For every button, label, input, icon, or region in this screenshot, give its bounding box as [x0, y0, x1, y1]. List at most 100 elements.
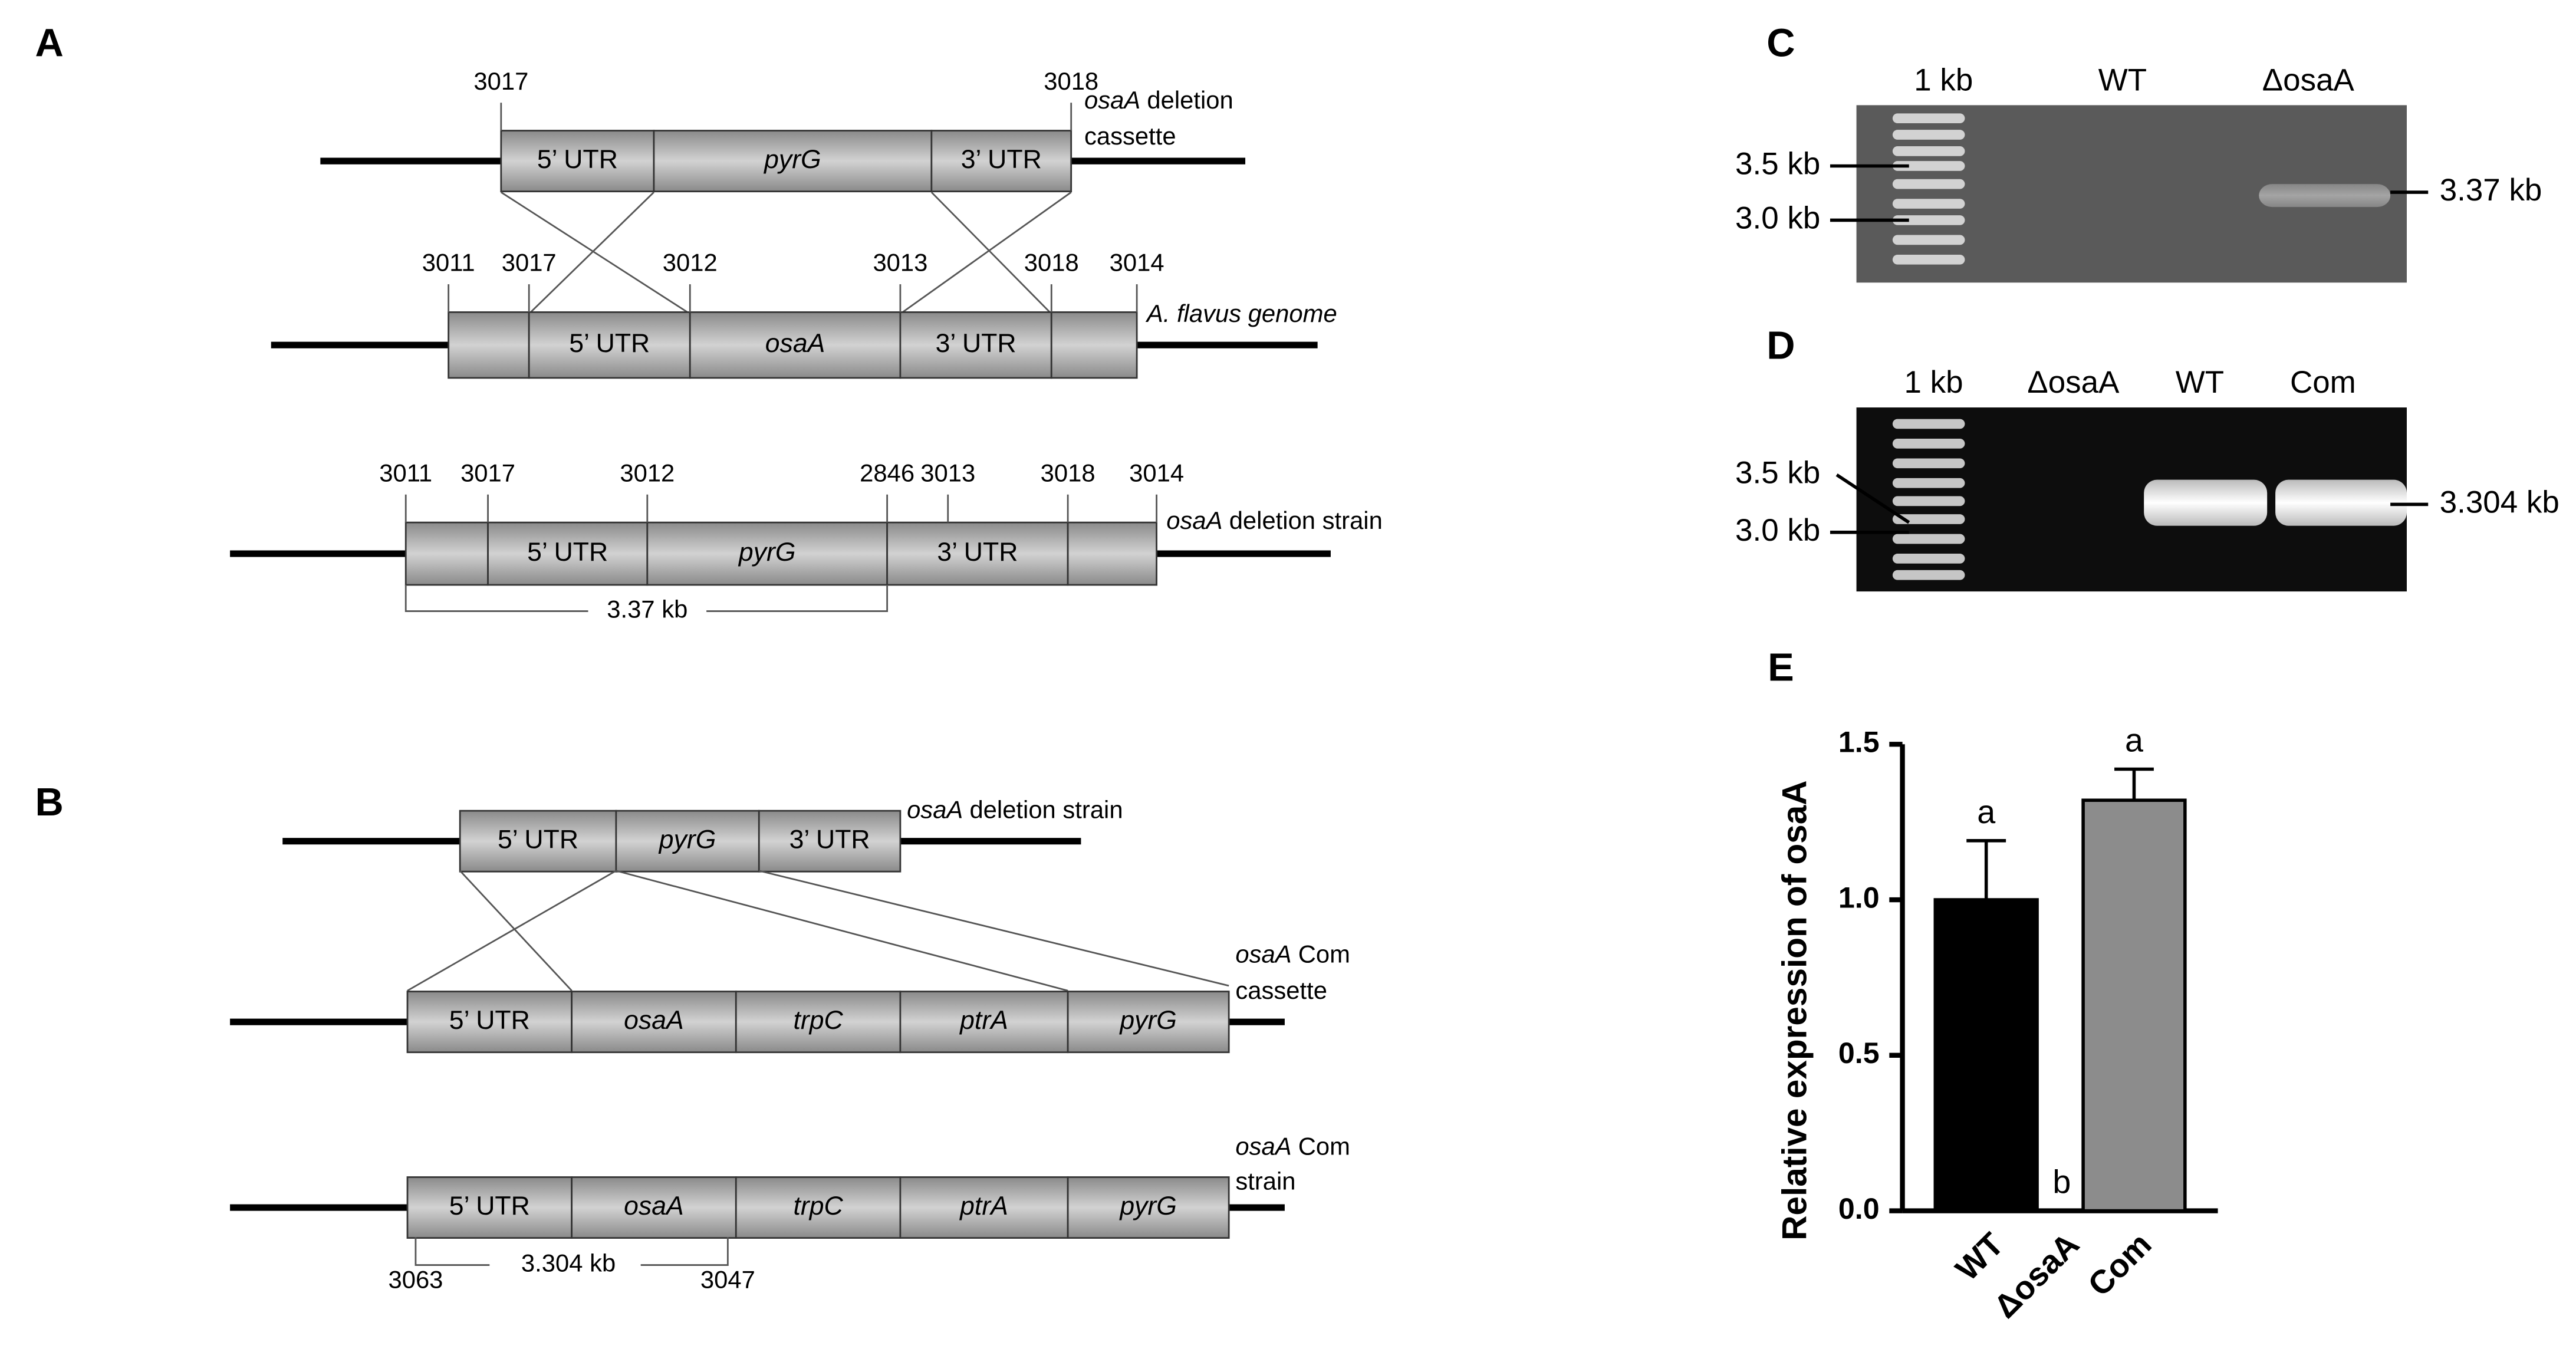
y-tick-label: 1.5 — [1838, 726, 1880, 759]
primer-label: 3014 — [1129, 459, 1184, 486]
ladder-band — [1892, 235, 1965, 245]
construct-name: osaA deletion strain — [907, 796, 1123, 824]
gene-box — [758, 810, 902, 873]
product-label: 3.304 kb — [521, 1249, 616, 1277]
gene-box — [735, 1176, 902, 1239]
y-tick-label: 1.0 — [1838, 881, 1880, 914]
segment-label: pyrG — [658, 825, 716, 854]
segment-label: pyrG — [763, 145, 821, 174]
band-label: 3.304 kb — [2440, 485, 2559, 519]
construct-name: cassette — [1235, 976, 1327, 1004]
primer-label: 3011 — [422, 249, 475, 277]
construct-name: osaA deletion strain — [1166, 506, 1383, 534]
ladder-band — [1892, 215, 1965, 225]
lane-label: Com — [2290, 365, 2356, 400]
gene-box — [899, 1176, 1069, 1239]
significance-letter: a — [1977, 794, 1995, 830]
segment-label: osaA — [624, 1006, 684, 1035]
significance-letter: a — [2125, 722, 2143, 759]
primer-label: 3013 — [920, 459, 975, 486]
segment-label: 5’ UTR — [527, 538, 608, 567]
gene-box — [689, 311, 902, 379]
crossover — [407, 870, 617, 992]
primer-label: 3012 — [620, 459, 675, 486]
gene-box — [1067, 1176, 1230, 1239]
gene-name: osaA — [907, 796, 963, 824]
crossover — [528, 192, 654, 315]
ladder-band — [1892, 554, 1965, 564]
dna-band — [2275, 479, 2407, 526]
ladder-band — [1892, 534, 1965, 544]
product-label: 3.37 kb — [607, 596, 687, 623]
gene-box — [448, 311, 530, 379]
construct-name: osaA Com — [1235, 1133, 1350, 1160]
band-label: 3.37 kb — [2440, 173, 2542, 208]
segment-label: 3’ UTR — [961, 145, 1042, 174]
gene-box — [646, 521, 889, 586]
primer-label: 3017 — [473, 67, 528, 95]
gene-box — [1067, 991, 1230, 1054]
panel-label: B — [35, 780, 63, 824]
primer-label: 3012 — [663, 249, 718, 277]
ladder-band — [1892, 254, 1965, 265]
segment-label: 3’ UTR — [936, 329, 1016, 358]
bar — [1933, 898, 2039, 1213]
lane-label: ΔosaA — [2262, 62, 2355, 97]
lane-label: 1 kb — [1904, 365, 1963, 400]
segment-label: 5’ UTR — [537, 145, 618, 174]
ladder-band — [1892, 570, 1965, 580]
lane-label: WT — [2098, 62, 2147, 97]
marker-line — [1835, 473, 1910, 524]
gene-box — [930, 130, 1072, 193]
gene-box — [404, 521, 489, 586]
gene-name: osaA — [1166, 506, 1222, 534]
ladder-band — [1892, 458, 1965, 469]
segment-label: ptrA — [959, 1192, 1008, 1220]
marker-label: 3.5 kb — [1735, 146, 1820, 181]
gene-box — [528, 311, 691, 379]
x-tick-label: WT — [1949, 1226, 2011, 1288]
segment-label: 5’ UTR — [569, 329, 650, 358]
gene-box — [1067, 521, 1157, 586]
gene-box — [735, 991, 902, 1054]
x-tick-label: Com — [2081, 1226, 2158, 1303]
panel-label: C — [1766, 21, 1795, 65]
gene-box — [406, 991, 573, 1054]
segment-label: osaA — [624, 1192, 684, 1220]
y-axis-title: Relative expression of osaA — [1776, 781, 1814, 1241]
primer-label: 3014 — [1110, 249, 1164, 277]
crossover — [758, 870, 1229, 987]
ladder-band — [1892, 478, 1965, 488]
segment-label: 3’ UTR — [789, 825, 870, 854]
gene-name: osaA — [1235, 940, 1291, 968]
crossover — [616, 870, 1068, 992]
primer-label: 3011 — [379, 459, 432, 486]
segment-label: 5’ UTR — [449, 1006, 530, 1035]
construct-name: A. flavus genome — [1145, 300, 1337, 327]
significance-letter: b — [2052, 1164, 2071, 1200]
panel-label: A — [35, 21, 63, 65]
crossover — [900, 191, 1072, 315]
lane-label: WT — [2176, 365, 2224, 400]
dna-band — [2259, 184, 2391, 208]
segment-label: osaA — [765, 329, 825, 358]
segment-label: 5’ UTR — [498, 825, 578, 854]
gene-box — [1050, 311, 1138, 379]
ladder-band — [1892, 439, 1965, 449]
crossover — [930, 192, 1052, 315]
construct-desc: Com — [1298, 940, 1350, 968]
dna-band — [2144, 479, 2268, 526]
construct-name: cassette — [1084, 122, 1176, 150]
segment-label: pyrG — [1118, 1192, 1177, 1220]
y-tick-label: 0.0 — [1838, 1192, 1880, 1225]
ladder-band — [1892, 113, 1965, 124]
gene-name: osaA — [1235, 1133, 1291, 1160]
primer-label: 3017 — [460, 459, 515, 486]
primer-label: 3018 — [1024, 249, 1079, 277]
bar — [2081, 798, 2187, 1213]
construct-name: osaA deletion — [1084, 86, 1233, 114]
marker-label: 3.0 kb — [1735, 200, 1820, 235]
construct-desc: deletion strain — [969, 796, 1123, 824]
primer-label: 3047 — [700, 1265, 755, 1293]
crossover — [501, 191, 691, 315]
